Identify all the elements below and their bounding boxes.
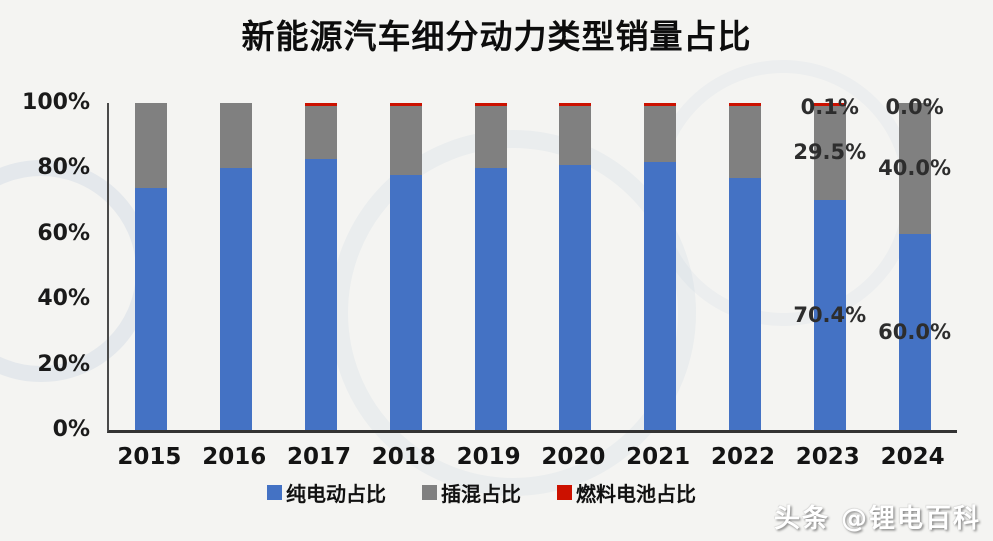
x-axis: 2015 2016 2017 2018 2019 2020 2021 2022 2023 2024 xyxy=(107,444,955,470)
data-label-bev-2024: 60.0% xyxy=(878,319,951,344)
bar-segment-bev-2017 xyxy=(304,158,337,430)
bar-segment-phev-2015 xyxy=(135,103,168,189)
bar-segment-phev-2021 xyxy=(644,106,677,162)
bar-segment-bev-2015 xyxy=(135,188,168,430)
bar-segment-fcv-2022 xyxy=(728,103,761,107)
x-axis-label-2020: 2020 xyxy=(541,444,606,470)
bar-segment-phev-2020 xyxy=(559,106,592,166)
bar-group-2020 xyxy=(533,103,618,430)
bar-group-2022 xyxy=(703,103,788,430)
bar-segment-fcv-2023 xyxy=(813,103,846,107)
bar-group-2017 xyxy=(279,103,364,430)
bar-segment-bev-2022 xyxy=(728,178,761,430)
bar-segment-bev-2020 xyxy=(559,165,592,430)
legend-item-1: 插混占比 xyxy=(422,478,521,507)
bar-group-2018 xyxy=(363,103,448,430)
bar-2022 xyxy=(728,103,761,430)
bar-segment-phev-2024 xyxy=(898,103,931,234)
bar-group-2023: 0.1% 29.5% 70.4% xyxy=(787,95,872,430)
legend-item-0: 纯电动占比 xyxy=(267,478,386,507)
bar-2018 xyxy=(389,103,422,430)
bar-segment-fcv-2020 xyxy=(559,103,592,107)
legend-swatch-icon xyxy=(267,485,282,500)
y-axis-tick-40: 40% xyxy=(37,286,90,312)
y-axis-tick-20: 20% xyxy=(37,351,90,377)
data-label-phev-2023: 29.5% xyxy=(793,139,867,164)
bar-2020 xyxy=(559,103,592,430)
bar-2017 xyxy=(304,103,337,430)
watermark-credit: 头条 @锂电百科 xyxy=(773,504,981,534)
x-axis-label-2024: 2024 xyxy=(880,444,945,470)
legend-label: 纯电动占比 xyxy=(286,482,386,506)
bar-segment-phev-2019 xyxy=(474,106,507,169)
x-axis-label-2022: 2022 xyxy=(710,444,775,470)
bar-segment-phev-2018 xyxy=(389,106,422,175)
legend: 纯电动占比 插混占比 燃料电池占比 xyxy=(0,478,963,507)
chart-title: 新能源汽车细分动力类型销量占比 xyxy=(241,17,752,56)
legend-label: 燃料电池占比 xyxy=(576,482,696,506)
bar-segment-phev-2023 xyxy=(813,106,846,200)
bar-segment-bev-2016 xyxy=(220,168,253,430)
bar-2021 xyxy=(644,103,677,430)
bar-2015 xyxy=(135,103,168,430)
data-label-bev-2023: 70.4% xyxy=(793,302,867,327)
bar-segment-bev-2023 xyxy=(813,199,846,430)
bar-group-2019 xyxy=(448,103,533,430)
bar-2024 xyxy=(898,103,931,430)
x-axis-label-2015: 2015 xyxy=(117,444,182,470)
bar-segment-phev-2022 xyxy=(728,106,761,179)
bar-group-2015 xyxy=(109,103,194,430)
data-label-fcv-2024: 0.0% xyxy=(885,95,944,119)
bar-segment-phev-2017 xyxy=(304,106,337,159)
bar-segment-fcv-2021 xyxy=(644,103,677,107)
data-label-fcv-2023: 0.1% xyxy=(800,95,859,119)
plot-area: 0.1% 29.5% 70.4% 0.0% 40.0% 60.0% xyxy=(107,95,957,433)
bar-group-2016 xyxy=(194,103,279,430)
legend-item-2: 燃料电池占比 xyxy=(557,478,696,507)
x-axis-label-2017: 2017 xyxy=(286,444,351,470)
y-axis-tick-60: 60% xyxy=(37,220,90,246)
bar-2023 xyxy=(813,103,846,430)
bar-segment-phev-2016 xyxy=(220,103,253,169)
bar-2016 xyxy=(220,103,253,430)
legend-swatch-icon xyxy=(557,485,572,500)
x-axis-label-2016: 2016 xyxy=(202,444,267,470)
bar-segment-bev-2019 xyxy=(474,168,507,430)
x-axis-label-2018: 2018 xyxy=(371,444,436,470)
bar-segment-fcv-2017 xyxy=(304,103,337,107)
bar-segment-bev-2021 xyxy=(644,161,677,430)
y-axis-tick-100: 100% xyxy=(22,90,90,115)
y-axis-tick-80: 80% xyxy=(37,155,90,181)
bar-2019 xyxy=(474,103,507,430)
bar-group-2024: 0.0% 40.0% 60.0% xyxy=(872,95,957,430)
legend-label: 插混占比 xyxy=(441,482,521,506)
bar-segment-bev-2018 xyxy=(389,174,422,430)
y-axis: 100% 80% 60% 40% 20% 0% xyxy=(0,90,92,442)
bar-segment-bev-2024 xyxy=(898,233,931,430)
bar-segment-fcv-2019 xyxy=(474,103,507,107)
x-axis-label-2023: 2023 xyxy=(795,444,860,470)
legend-swatch-icon xyxy=(422,485,437,500)
x-axis-label-2019: 2019 xyxy=(456,444,521,470)
bar-segment-fcv-2018 xyxy=(389,103,422,107)
x-axis-label-2021: 2021 xyxy=(626,444,691,470)
y-axis-tick-0: 0% xyxy=(52,417,90,442)
bar-group-2021 xyxy=(618,103,703,430)
data-label-phev-2024: 40.0% xyxy=(878,156,951,181)
